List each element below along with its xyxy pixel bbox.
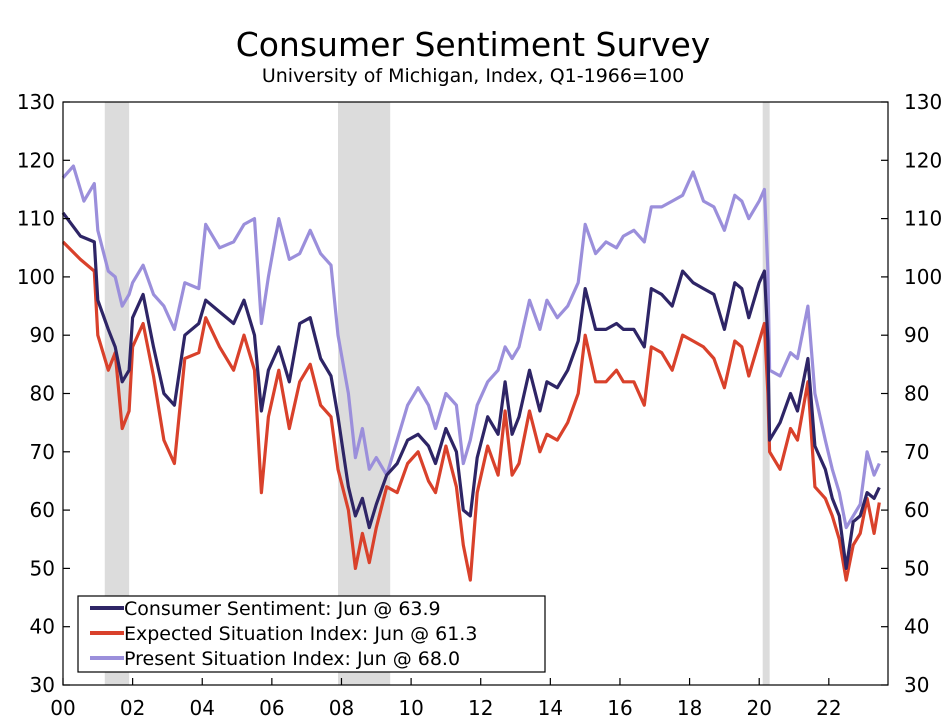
ytick-label-right-50: 50	[904, 556, 929, 580]
chart-title: Consumer Sentiment Survey	[236, 25, 711, 64]
legend-label-expected-situation: Expected Situation Index: Jun @ 61.3	[124, 623, 477, 645]
recession-band-2	[762, 102, 770, 685]
ytick-label-left-80: 80	[30, 382, 55, 406]
recession-shading	[104, 102, 770, 685]
xtick-label-22: 22	[816, 696, 841, 720]
series-lines	[61, 164, 881, 582]
xtick-label-14: 14	[538, 696, 563, 720]
xtick-label-08: 08	[329, 696, 354, 720]
legend-box	[77, 595, 546, 673]
ytick-label-left-50: 50	[30, 556, 55, 580]
ytick-label-right-90: 90	[904, 323, 929, 347]
xtick-label-18: 18	[677, 696, 702, 720]
recession-band-0	[104, 102, 130, 685]
ytick-label-left-130: 130	[17, 90, 55, 114]
ytick-label-right-100: 100	[904, 265, 942, 289]
ytick-label-right-110: 110	[904, 207, 942, 231]
xtick-label-12: 12	[468, 696, 493, 720]
ytick-label-right-70: 70	[904, 440, 929, 464]
xtick-label-04: 04	[190, 696, 215, 720]
ytick-label-left-100: 100	[17, 265, 55, 289]
ytick-label-left-110: 110	[17, 207, 55, 231]
ytick-label-right-130: 130	[904, 90, 942, 114]
ytick-label-right-80: 80	[904, 382, 929, 406]
ytick-label-right-40: 40	[904, 615, 929, 639]
recession-band-1	[338, 102, 391, 685]
ytick-label-left-30: 30	[30, 673, 55, 697]
legend: Consumer Sentiment: Jun @ 63.9 Expected …	[77, 595, 546, 673]
xtick-label-20: 20	[746, 696, 771, 720]
ytick-label-left-60: 60	[30, 498, 55, 522]
xtick-label-16: 16	[607, 696, 632, 720]
ytick-label-right-30: 30	[904, 673, 929, 697]
series-line-consumer-sentiment	[61, 211, 881, 570]
xtick-label-06: 06	[259, 696, 284, 720]
ytick-label-right-60: 60	[904, 498, 929, 522]
ytick-label-left-120: 120	[17, 148, 55, 172]
legend-label-consumer-sentiment: Consumer Sentiment: Jun @ 63.9	[124, 598, 441, 620]
ytick-label-left-90: 90	[30, 323, 55, 347]
ytick-label-left-70: 70	[30, 440, 55, 464]
ytick-label-left-40: 40	[30, 615, 55, 639]
xtick-label-00: 00	[50, 696, 75, 720]
xtick-label-02: 02	[120, 696, 145, 720]
ticks: 30 30 40 40 50 50 60 60 70 70 80 80 90 90 100 100 110 110…	[17, 90, 942, 720]
xtick-label-10: 10	[398, 696, 423, 720]
series-line-present-situation-index	[61, 164, 881, 530]
legend-label-present-situation: Present Situation Index: Jun @ 68.0	[124, 648, 460, 670]
ytick-label-right-120: 120	[904, 148, 942, 172]
chart-subtitle: University of Michigan, Index, Q1-1966=1…	[262, 65, 684, 87]
